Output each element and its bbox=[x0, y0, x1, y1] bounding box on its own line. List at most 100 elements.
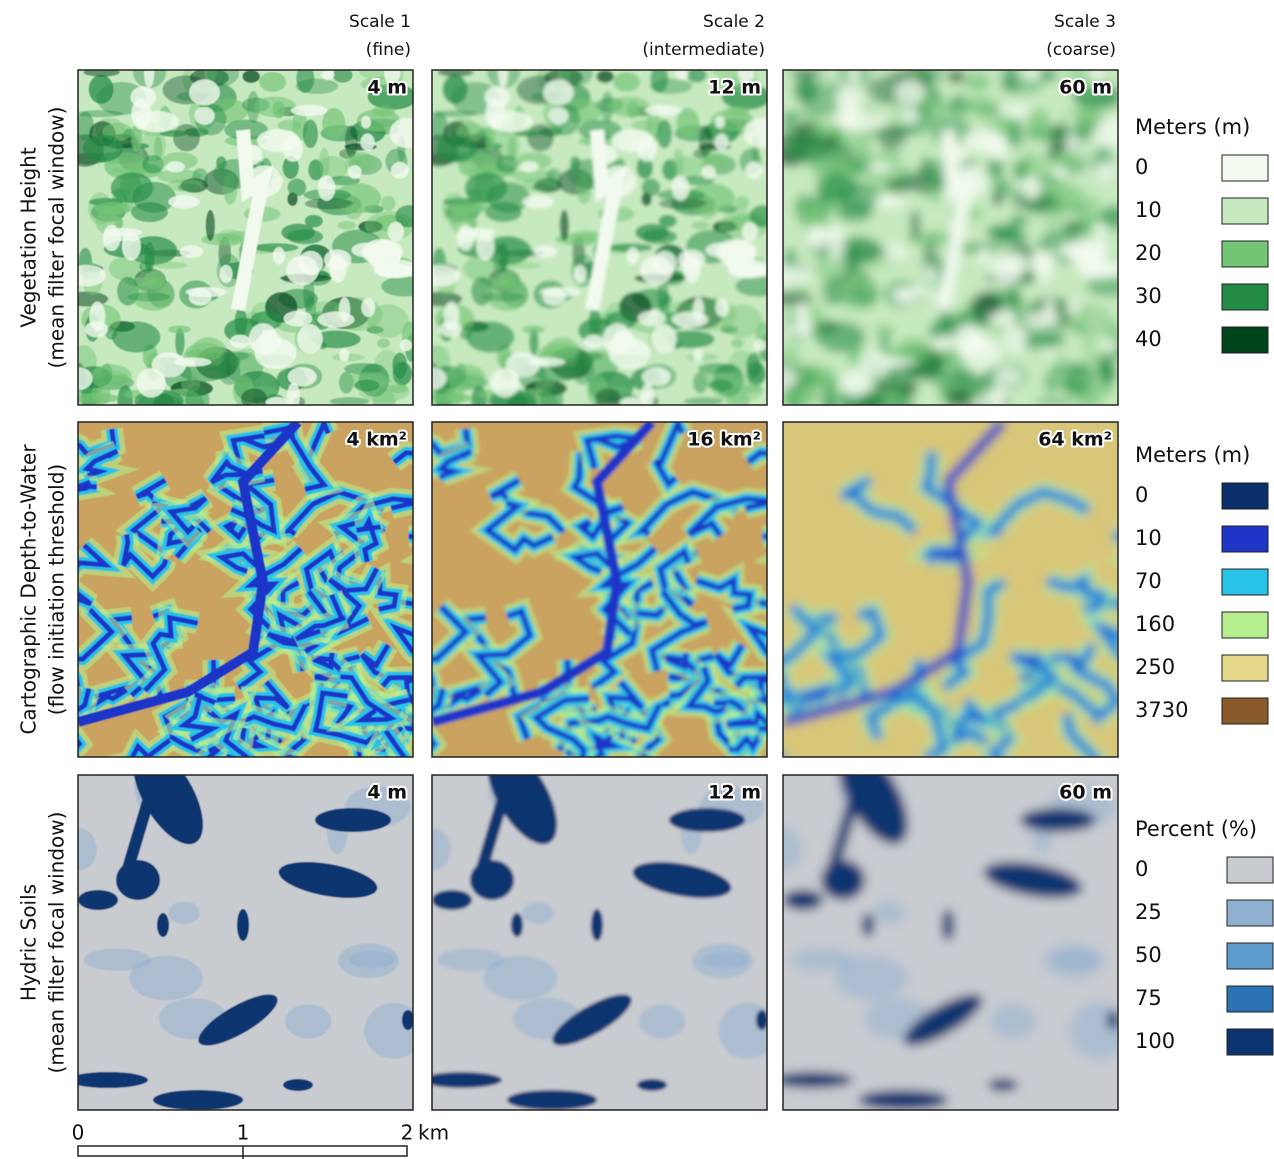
clearing bbox=[168, 195, 200, 209]
clearing bbox=[1089, 70, 1106, 85]
clearing bbox=[1065, 115, 1077, 129]
clearing bbox=[1092, 221, 1110, 242]
vegetation-patch bbox=[304, 198, 354, 210]
clearing bbox=[321, 70, 335, 80]
soil-patch bbox=[315, 808, 391, 832]
vegetation-patch bbox=[594, 388, 622, 405]
vegetation-patch bbox=[1086, 276, 1118, 297]
vegetation-patch bbox=[847, 155, 870, 174]
vegetation-patch bbox=[607, 96, 651, 118]
clearing bbox=[977, 246, 990, 265]
clearing bbox=[542, 287, 566, 306]
vegetation-patch bbox=[287, 178, 307, 197]
vegetation-patch bbox=[493, 261, 506, 272]
clearing bbox=[856, 352, 892, 378]
channel bbox=[340, 674, 398, 723]
vegetation-patch bbox=[432, 291, 463, 307]
clearing bbox=[715, 297, 730, 318]
vegetation-patch bbox=[872, 325, 897, 334]
channel bbox=[649, 589, 708, 672]
vegetation-patch bbox=[437, 70, 474, 77]
main-channel bbox=[783, 422, 1007, 727]
vegetation-patch bbox=[857, 261, 893, 269]
vegetation-patch bbox=[1081, 338, 1095, 349]
vegetation-patch bbox=[481, 292, 525, 302]
row-subtitle: (flow initiation threshold) bbox=[45, 464, 69, 715]
soil-patch bbox=[487, 775, 557, 845]
clearing bbox=[693, 348, 704, 362]
legend-swatch bbox=[1221, 240, 1269, 268]
panel-label: 12 m bbox=[708, 77, 761, 99]
map-texture bbox=[78, 422, 413, 757]
clearing bbox=[741, 221, 759, 242]
vegetation-patch bbox=[253, 96, 297, 118]
channel bbox=[591, 580, 655, 690]
legend-label: 10 bbox=[1135, 526, 1162, 550]
soil-patch bbox=[153, 1090, 243, 1110]
vegetation-patch bbox=[329, 397, 370, 405]
vegetation-patch bbox=[485, 124, 497, 152]
legend-label: 160 bbox=[1135, 612, 1175, 636]
soil-patch-light bbox=[718, 1002, 767, 1059]
soil-patch-light bbox=[483, 955, 557, 1001]
vegetation-patch bbox=[175, 327, 185, 357]
clearing bbox=[626, 246, 639, 265]
clearing bbox=[375, 262, 413, 278]
clearing bbox=[995, 104, 1033, 117]
map-texture bbox=[783, 70, 1118, 405]
channel bbox=[584, 433, 640, 470]
vegetation-patch bbox=[686, 70, 707, 83]
clearing bbox=[399, 339, 413, 352]
legend-swatch bbox=[1226, 899, 1274, 927]
soil-patch bbox=[507, 1090, 597, 1110]
channel bbox=[355, 514, 381, 563]
clearing bbox=[849, 70, 860, 88]
vegetation-patch bbox=[376, 338, 390, 349]
vegetation-patch bbox=[836, 202, 873, 223]
clearing bbox=[188, 287, 212, 306]
vegetation-patch bbox=[832, 292, 876, 302]
vegetation-patch bbox=[683, 397, 724, 405]
channel bbox=[436, 448, 473, 481]
vegetation-patch bbox=[656, 119, 673, 149]
soil-patch-light bbox=[432, 828, 451, 871]
clearing bbox=[360, 133, 375, 151]
channel bbox=[129, 737, 172, 757]
channel bbox=[565, 732, 624, 757]
soil-patch bbox=[1020, 808, 1096, 832]
vegetation-patch bbox=[813, 256, 848, 281]
soil-patch bbox=[942, 909, 954, 941]
clearing bbox=[194, 106, 215, 125]
row-title: Vegetation Height bbox=[17, 147, 41, 327]
vegetation-patch bbox=[921, 229, 951, 247]
clearing bbox=[870, 161, 890, 173]
clearing bbox=[283, 310, 313, 327]
vegetation-patch bbox=[958, 96, 1002, 118]
map-texture bbox=[783, 775, 1118, 1110]
clearing bbox=[893, 287, 917, 306]
vegetation-patch bbox=[259, 72, 287, 92]
clearing bbox=[893, 79, 925, 106]
vegetation-patch bbox=[432, 392, 473, 404]
vegetation-patch bbox=[650, 70, 669, 93]
map-panel bbox=[783, 70, 1118, 405]
map-panel bbox=[78, 422, 413, 757]
channel bbox=[695, 575, 753, 612]
vegetation-patch bbox=[987, 155, 1004, 179]
clearing bbox=[296, 324, 323, 354]
vegetation-patch bbox=[498, 270, 520, 290]
soil-patch bbox=[783, 1072, 853, 1088]
clearing bbox=[387, 221, 405, 242]
vegetation-patch bbox=[506, 261, 542, 269]
soil-patch bbox=[637, 1079, 667, 1091]
soil-patch bbox=[632, 862, 732, 898]
clearing bbox=[84, 321, 109, 338]
panel-frame bbox=[77, 421, 414, 758]
soil-patch bbox=[669, 808, 745, 832]
scale-tick-label: 0 bbox=[72, 1121, 85, 1145]
clearing bbox=[641, 367, 671, 387]
clearing bbox=[542, 79, 574, 106]
soil-patch-light bbox=[1069, 1002, 1118, 1059]
map-texture bbox=[432, 775, 767, 1110]
clearing bbox=[1066, 297, 1081, 318]
